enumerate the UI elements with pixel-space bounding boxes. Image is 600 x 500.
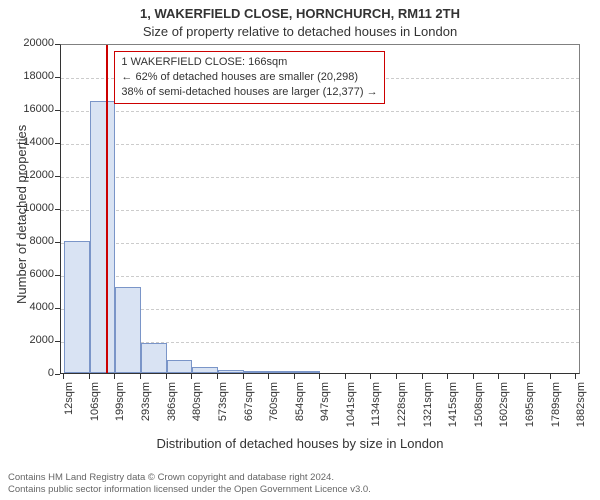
attribution-footer: Contains HM Land Registry data © Crown c… [8,472,592,496]
y-tick-mark [55,374,60,375]
x-tick-label: 386sqm [166,382,178,437]
x-axis-label: Distribution of detached houses by size … [0,436,600,451]
histogram-bar [218,370,244,373]
y-tick-label: 12000 [18,169,54,181]
x-tick-label: 1789sqm [550,382,562,437]
y-tick-label: 18000 [18,70,54,82]
x-tick-mark [498,374,499,379]
x-tick-label: 12sqm [63,382,75,437]
x-tick-mark [473,374,474,379]
y-tick-mark [55,308,60,309]
info-line-3: 38% of semi-detached houses are larger (… [121,85,377,100]
y-tick-label: 2000 [18,334,54,346]
property-marker-line [106,45,108,373]
histogram-bar [295,371,320,373]
y-tick-mark [55,44,60,45]
x-tick-mark [217,374,218,379]
info-line-2: ← 62% of detached houses are smaller (20… [121,70,377,85]
x-tick-label: 1882sqm [575,382,587,437]
x-tick-label: 1602sqm [498,382,510,437]
y-tick-mark [55,77,60,78]
y-tick-mark [55,242,60,243]
y-tick-mark [55,341,60,342]
histogram-bar [269,371,295,373]
histogram-bar [115,287,141,373]
histogram-bar [192,367,217,373]
x-tick-label: 480sqm [191,382,203,437]
x-tick-label: 1415sqm [447,382,459,437]
y-tick-label: 4000 [18,301,54,313]
y-tick-mark [55,176,60,177]
x-tick-mark [422,374,423,379]
x-tick-mark [294,374,295,379]
x-tick-mark [114,374,115,379]
x-tick-label: 1228sqm [396,382,408,437]
info-line-1: 1 WAKERFIELD CLOSE: 166sqm [121,55,377,70]
chart-title: 1, WAKERFIELD CLOSE, HORNCHURCH, RM11 2T… [0,6,600,21]
x-tick-mark [89,374,90,379]
y-tick-label: 6000 [18,268,54,280]
x-tick-mark [243,374,244,379]
property-info-box: 1 WAKERFIELD CLOSE: 166sqm ← 62% of deta… [114,51,384,104]
y-tick-mark [55,110,60,111]
x-tick-label: 1695sqm [524,382,536,437]
x-tick-mark [191,374,192,379]
x-tick-mark [550,374,551,379]
x-tick-label: 760sqm [268,382,280,437]
x-tick-label: 1321sqm [422,382,434,437]
x-tick-label: 947sqm [319,382,331,437]
gridline [61,111,579,112]
y-tick-label: 14000 [18,136,54,148]
x-tick-mark [575,374,576,379]
y-tick-mark [55,209,60,210]
histogram-bar [90,101,115,373]
y-tick-label: 16000 [18,103,54,115]
figure: 1, WAKERFIELD CLOSE, HORNCHURCH, RM11 2T… [0,0,600,500]
histogram-bar [167,360,193,373]
gridline [61,177,579,178]
x-tick-mark [345,374,346,379]
gridline [61,243,579,244]
gridline [61,210,579,211]
y-tick-label: 20000 [18,37,54,49]
gridline [61,144,579,145]
x-tick-mark [319,374,320,379]
y-tick-mark [55,143,60,144]
histogram-bar [244,371,269,373]
x-tick-label: 199sqm [114,382,126,437]
x-tick-label: 573sqm [217,382,229,437]
x-tick-mark [396,374,397,379]
x-tick-mark [370,374,371,379]
x-tick-mark [140,374,141,379]
x-tick-mark [63,374,64,379]
x-tick-label: 1134sqm [370,382,382,437]
x-tick-label: 1508sqm [473,382,485,437]
chart-subtitle: Size of property relative to detached ho… [0,24,600,39]
x-tick-mark [268,374,269,379]
x-tick-mark [447,374,448,379]
histogram-bar [141,343,166,373]
y-tick-mark [55,275,60,276]
histogram-bar [64,241,90,373]
x-tick-mark [524,374,525,379]
x-tick-mark [166,374,167,379]
x-tick-label: 667sqm [243,382,255,437]
x-tick-label: 106sqm [89,382,101,437]
footer-line-2: Contains public sector information licen… [8,484,592,496]
x-tick-label: 854sqm [294,382,306,437]
x-tick-label: 293sqm [140,382,152,437]
plot-area: 1 WAKERFIELD CLOSE: 166sqm ← 62% of deta… [60,44,580,374]
footer-line-1: Contains HM Land Registry data © Crown c… [8,472,592,484]
y-tick-label: 0 [18,367,54,379]
y-tick-label: 10000 [18,202,54,214]
gridline [61,276,579,277]
x-tick-label: 1041sqm [345,382,357,437]
y-tick-label: 8000 [18,235,54,247]
